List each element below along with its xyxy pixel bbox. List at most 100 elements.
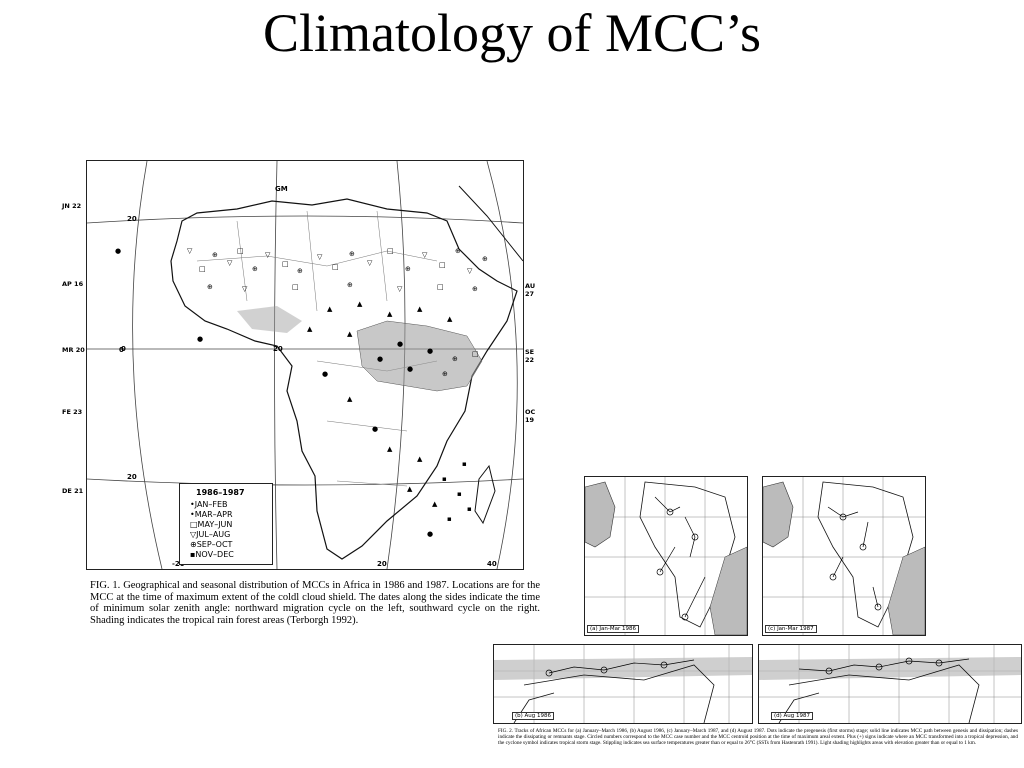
africa-coastline (170, 198, 518, 560)
panel-d-label: (d) Aug 1987 (771, 712, 814, 720)
panel-c-label: (c) Jan-Mar 1987 (765, 625, 817, 633)
svg-text:⊕: ⊕ (455, 247, 461, 255)
svg-text:▽: ▽ (467, 267, 473, 275)
left-date-ap16: AP 16 (62, 280, 84, 288)
panel-c-map (763, 477, 925, 635)
svg-text:▽: ▽ (265, 251, 271, 259)
svg-text:⊕: ⊕ (472, 285, 478, 293)
panel-b-aug-1986: (b) Aug 1986 (493, 644, 753, 724)
right-date-oc19: OC 19 (525, 408, 536, 424)
svg-text:□: □ (387, 247, 394, 255)
left-date-de21: DE 21 (62, 487, 84, 495)
legend-item-mar-apr: •MAR–APR (190, 510, 233, 519)
svg-text:●: ● (427, 347, 433, 355)
africa-mcc-map: ▽ □ ⊕ ▽ □ ⊕ ▽ □ ⊕ ▽ □ ⊕ ▽ □ ⊕ ▽ □ ⊕ ▽ ⊕ ⊕ ▽ □ ⊕ ▽ □ ⊕ ▲ ▲ ▲ ▲ ▲… (86, 160, 524, 570)
svg-text:▲: ▲ (307, 325, 313, 333)
svg-text:●: ● (322, 370, 328, 378)
svg-text:⊕: ⊕ (347, 281, 353, 289)
svg-text:⊕: ⊕ (452, 355, 458, 363)
rain-forest-shading (356, 320, 483, 392)
svg-text:▲: ▲ (387, 445, 393, 453)
svg-text:▪: ▪ (442, 475, 447, 483)
svg-text:▲: ▲ (347, 395, 353, 403)
svg-text:▽: ▽ (397, 285, 403, 293)
svg-text:▲: ▲ (417, 305, 423, 313)
svg-text:□: □ (437, 283, 444, 291)
lon-label-0: 0 (121, 345, 126, 353)
madagascar (474, 464, 496, 525)
svg-text:●: ● (115, 247, 121, 255)
svg-text:□: □ (237, 247, 244, 255)
svg-text:□: □ (439, 261, 446, 269)
svg-text:⊕: ⊕ (297, 267, 303, 275)
west-forest-shading (237, 306, 302, 333)
svg-text:⊕: ⊕ (405, 265, 411, 273)
svg-text:▲: ▲ (327, 305, 333, 313)
lat-label-20n: 20 (127, 215, 137, 223)
svg-text:▽: ▽ (187, 247, 193, 255)
svg-text:▲: ▲ (387, 310, 393, 318)
africa-map-drawing: ▽ □ ⊕ ▽ □ ⊕ ▽ □ ⊕ ▽ □ ⊕ ▽ □ ⊕ ▽ □ ⊕ ▽ ⊕ ⊕ ▽ □ ⊕ ▽ □ ⊕ ▲ ▲ ▲ ▲ ▲… (87, 161, 523, 569)
lon-label-m20: -20 (172, 560, 185, 568)
svg-text:▪: ▪ (467, 505, 472, 513)
svg-text:▲: ▲ (417, 455, 423, 463)
svg-text:□: □ (332, 263, 339, 271)
panel-d-map (759, 645, 1021, 723)
figure-2-caption: FIG. 2. Tracks of African MCCs for (a) J… (498, 728, 1018, 746)
svg-text:⊕: ⊕ (252, 265, 258, 273)
svg-text:□: □ (199, 265, 206, 273)
svg-text:●: ● (377, 355, 383, 363)
svg-text:⊕: ⊕ (207, 283, 213, 291)
svg-text:▽: ▽ (242, 285, 248, 293)
panel-a-map (585, 477, 747, 635)
legend-item-jan-feb: •JAN–FEB (190, 500, 228, 509)
panel-b-map (494, 645, 752, 723)
svg-text:⊕: ⊕ (349, 250, 355, 258)
svg-text:⊕: ⊕ (442, 370, 448, 378)
svg-text:▽: ▽ (317, 253, 323, 261)
svg-text:⊕: ⊕ (212, 251, 218, 259)
graticule-labels: 20 0 20 GM 0 20 -20 20 40 (119, 185, 497, 568)
svg-text:●: ● (397, 340, 403, 348)
svg-text:●: ● (407, 365, 413, 373)
svg-text:▪: ▪ (447, 515, 452, 523)
legend: 1986–1987 •JAN–FEB •MAR–APR □MAY–JUN ▽JU… (179, 483, 273, 565)
svg-text:▪: ▪ (457, 490, 462, 498)
panel-b-label: (b) Aug 1986 (512, 712, 555, 720)
lat-label-20s: 20 (127, 473, 137, 481)
panel-c-jan-mar-1987: (c) Jan-Mar 1987 (762, 476, 926, 636)
svg-text:□: □ (472, 350, 479, 358)
legend-item-nov-dec: ▪NOV–DEC (190, 550, 234, 559)
svg-text:▲: ▲ (432, 500, 438, 508)
right-date-se22: SE 22 (525, 348, 535, 364)
mcc-markers: ▽ □ ⊕ ▽ □ ⊕ ▽ □ ⊕ ▽ □ ⊕ ▽ □ ⊕ ▽ □ ⊕ ▽ ⊕ ⊕ ▽ □ ⊕ ▽ □ ⊕ ▲ ▲ ▲ ▲ ▲… (115, 247, 488, 538)
svg-text:▽: ▽ (422, 251, 428, 259)
lon-label-gm: GM (275, 185, 288, 193)
arabia-coast (458, 185, 523, 262)
svg-text:●: ● (197, 335, 203, 343)
svg-text:□: □ (282, 260, 289, 268)
lon-label-40: 40 (487, 560, 497, 568)
figure-1: JN 22 AP 16 MR 20 FE 23 DE 21 AU 27 SE 2… (60, 155, 540, 635)
svg-text:▽: ▽ (227, 259, 233, 267)
svg-text:□: □ (292, 283, 299, 291)
svg-text:▽: ▽ (367, 259, 373, 267)
svg-text:▲: ▲ (357, 300, 363, 308)
legend-item-sep-oct: ⊕SEP–OCT (190, 540, 233, 549)
svg-text:●: ● (372, 425, 378, 433)
svg-text:▲: ▲ (447, 315, 453, 323)
figure-2: (a) Jan-Mar 1986 (c) Jan-Mar 1987 (490, 474, 1024, 768)
svg-text:▪: ▪ (462, 460, 467, 468)
lon-label-20: 20 (273, 345, 283, 353)
svg-text:▲: ▲ (347, 330, 353, 338)
svg-text:▲: ▲ (407, 485, 413, 493)
legend-title: 1986–1987 (196, 488, 245, 497)
left-date-fe23: FE 23 (62, 408, 83, 416)
legend-item-jul-aug: ▽JUL–AUG (190, 530, 231, 539)
figure-1-caption: FIG. 1. Geographical and seasonal distri… (90, 580, 540, 626)
lat-label-0: 0 (119, 346, 124, 354)
left-date-jn22: JN 22 (62, 202, 82, 210)
left-date-mr20: MR 20 (62, 346, 85, 354)
slide-title: Climatology of MCC’s (262, 3, 762, 63)
svg-text:●: ● (427, 530, 433, 538)
